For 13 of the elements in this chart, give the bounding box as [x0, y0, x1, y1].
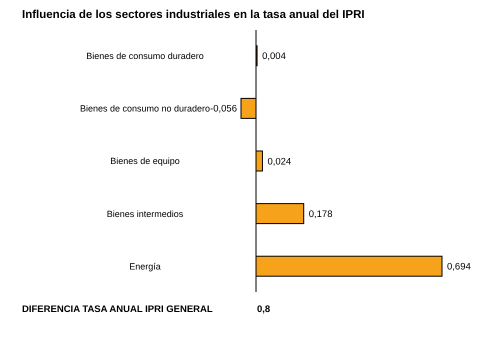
data-label: 0,024 — [267, 156, 292, 168]
chart-title: Influencia de los sectores industriales en la tasa anual del IPRI — [22, 9, 365, 21]
y-tick-label: Energía — [129, 261, 161, 272]
data-label: 0,178 — [308, 208, 332, 220]
data-label: -0,056 — [210, 104, 237, 115]
text: DIFERENCIA TASA ANUAL IPRI GENERAL — [22, 304, 213, 315]
y-tick-label: Bienes de equipo — [110, 156, 180, 166]
data-label: 0,694 — [447, 262, 471, 273]
y-tick-label: Bienes de consumo no duradero — [80, 104, 210, 114]
data-label: 0,004 — [262, 51, 286, 62]
y-tick-label: Bienes de consumo duradero — [86, 50, 204, 61]
text: 0,8 — [257, 304, 270, 315]
y-tick-label: Bienes intermedios — [106, 208, 184, 219]
